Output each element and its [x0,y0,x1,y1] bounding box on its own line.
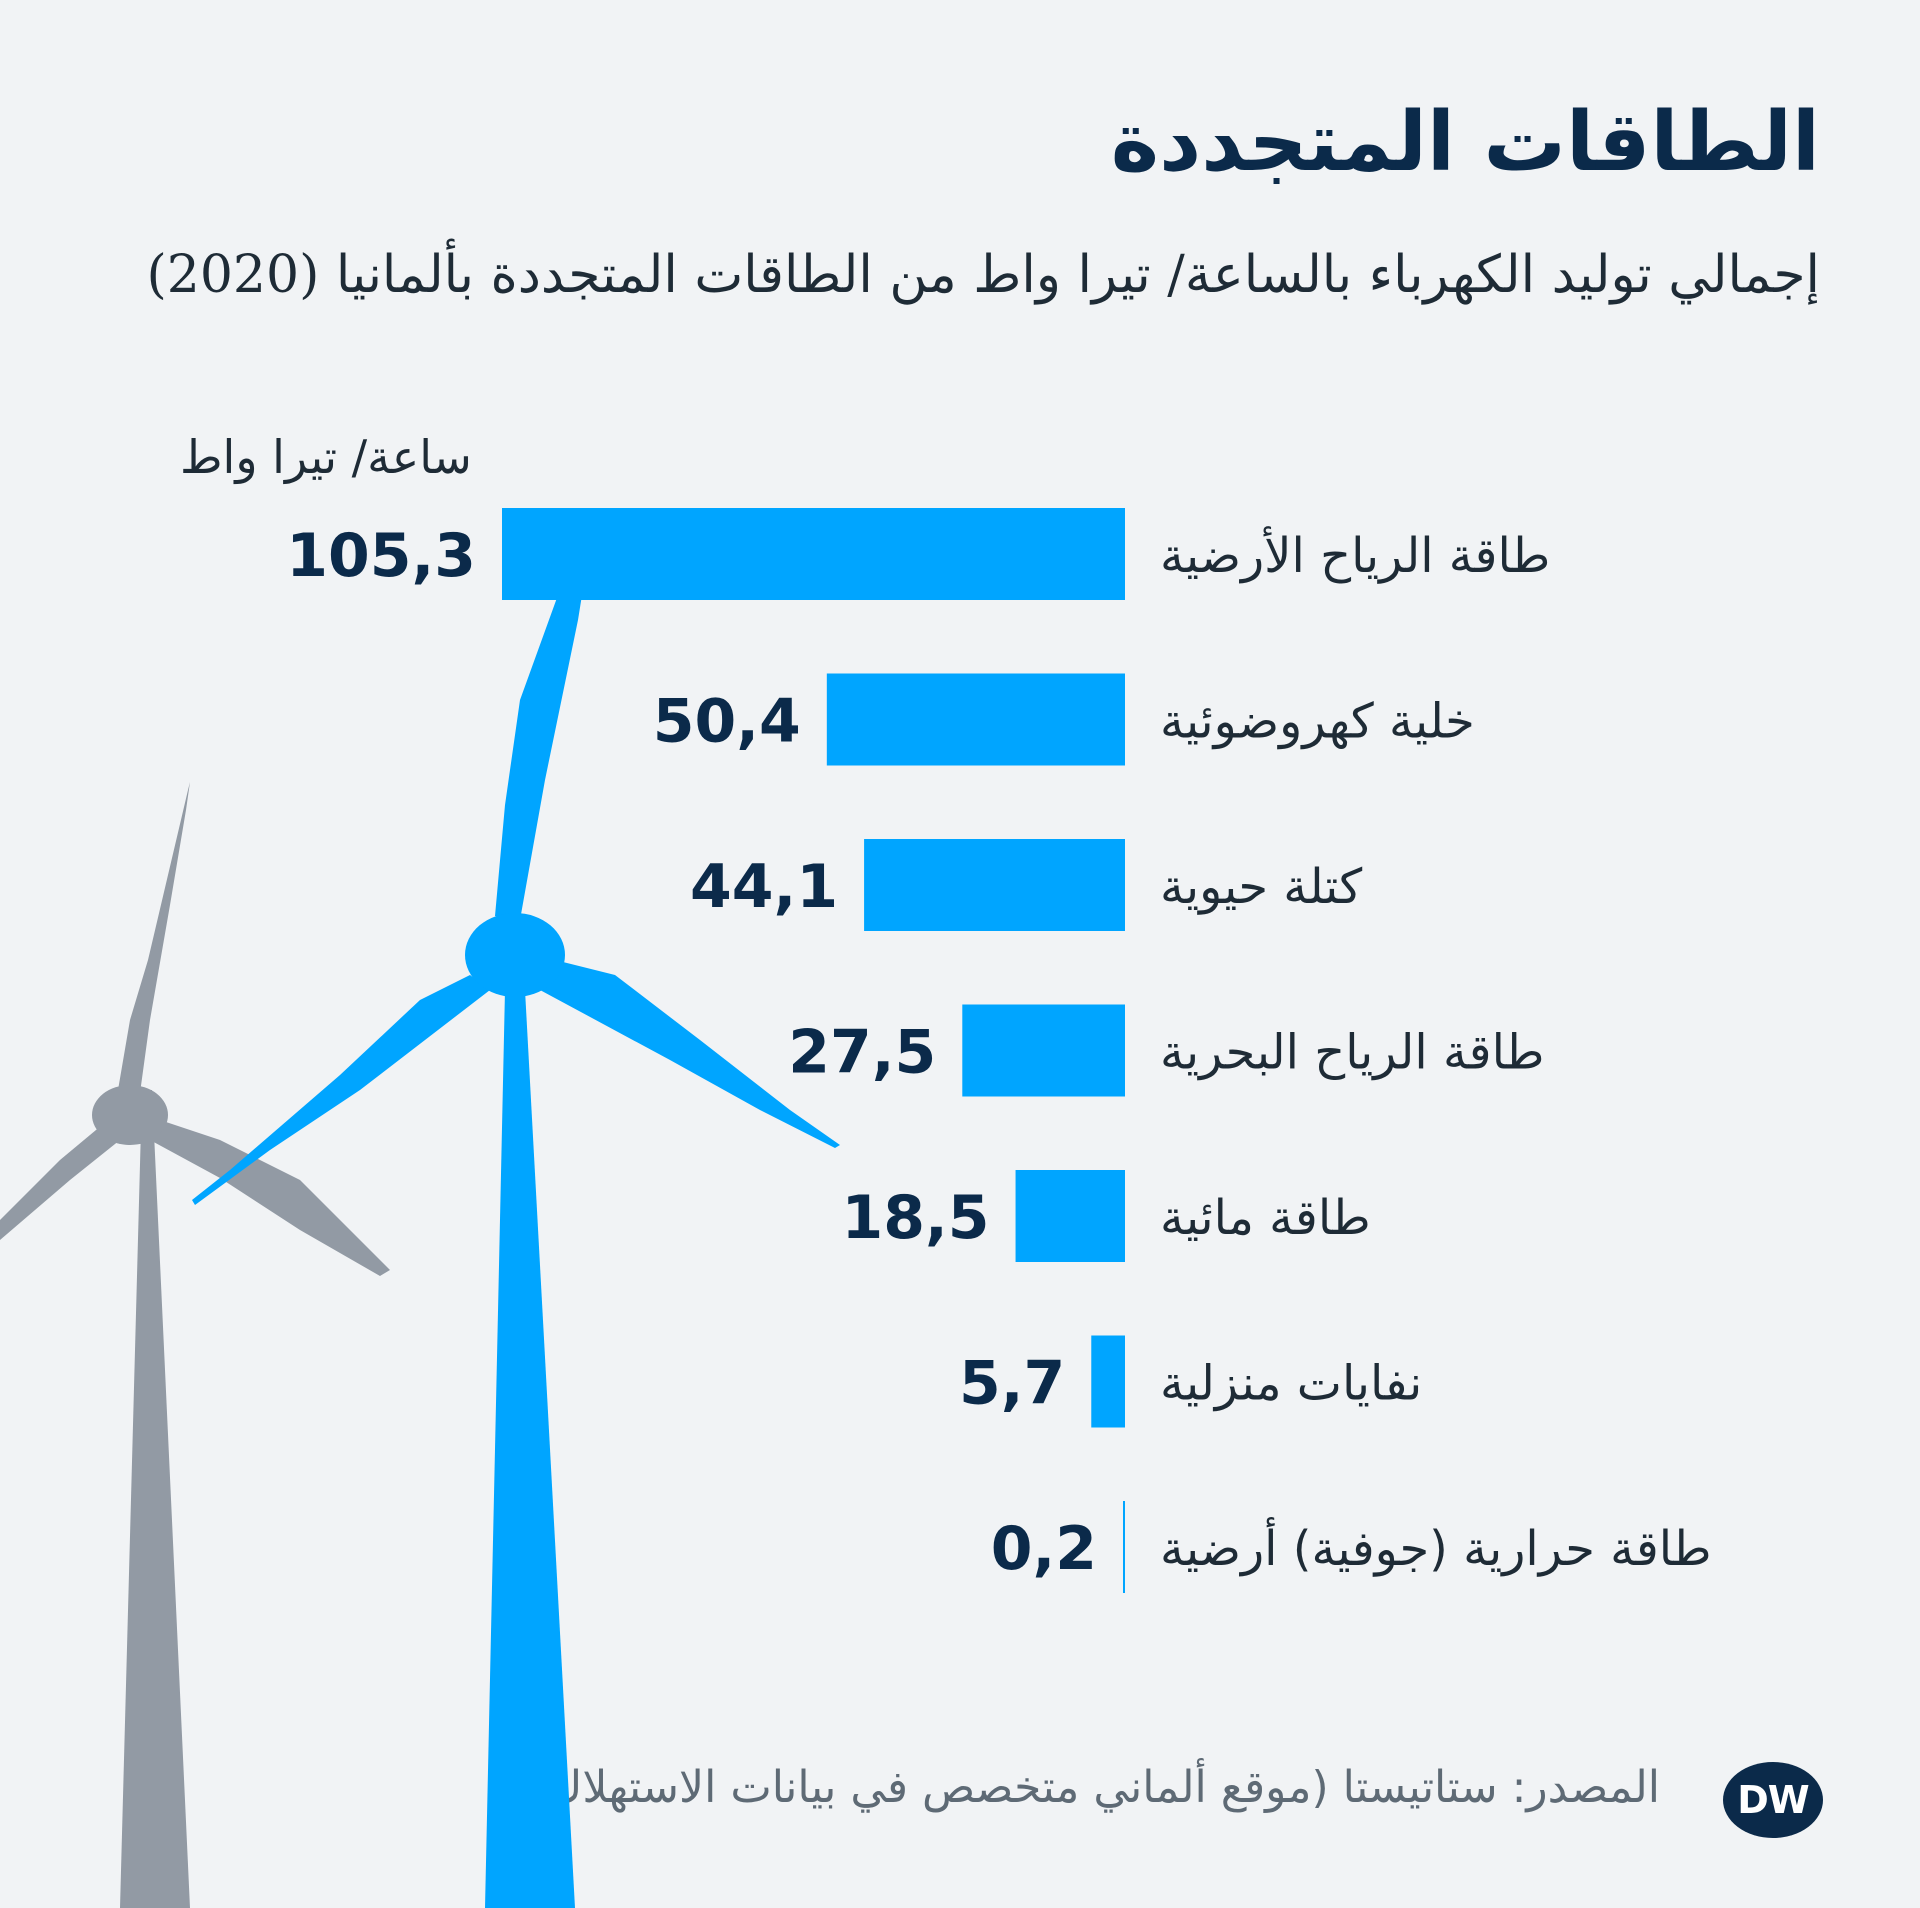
value-label-2: 44,1 [690,852,838,922]
value-label-3: 27,5 [788,1018,936,1088]
front-turbine-icon [192,545,840,1908]
chart-subtitle: إجمالي توليد الكهرباء بالساعة/ تيرا واط … [146,245,1820,305]
bar-0 [502,508,1125,600]
category-label-6: طاقة حرارية (جوفية) أرضية [1160,1517,1712,1577]
bar-1 [826,673,1125,766]
category-label-3: طاقة الرياح البحرية [1160,1025,1544,1081]
category-label-1: خلية كهروضوئية [1160,694,1475,750]
category-label-5: نفايات منزلية [1160,1356,1422,1412]
logo-text: DW [1737,1778,1809,1822]
axis-unit-label: ساعة/ تيرا واط [180,430,472,484]
back-turbine-icon [0,782,390,1908]
bar-2 [864,839,1125,931]
bar-3 [962,1004,1125,1097]
category-label-2: كتلة حيوية [1160,859,1362,915]
value-label-1: 50,4 [653,687,801,757]
value-label-6: 0,2 [991,1514,1097,1584]
value-label-5: 5,7 [959,1349,1065,1419]
dw-logo-icon: DW [1723,1762,1823,1838]
source-note: المصدر: ستاتيستا (موقع ألماني متخصص في ب… [528,1762,1660,1813]
category-label-4: طاقة مائية [1160,1190,1371,1246]
bar-4 [1015,1170,1125,1262]
bar-6 [1123,1501,1125,1593]
value-label-0: 105,3 [286,521,476,591]
bar-5 [1091,1335,1125,1428]
value-label-4: 18,5 [841,1183,989,1253]
category-label-0: طاقة الرياح الأرضية [1160,525,1550,584]
chart-title: الطاقات المتجددة [1110,95,1820,190]
